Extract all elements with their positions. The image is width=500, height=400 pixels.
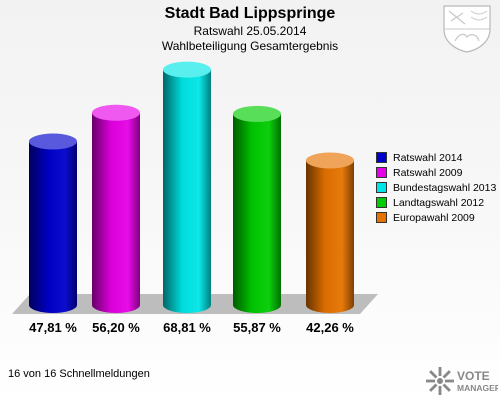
- legend-swatch: [376, 197, 387, 208]
- chart-title: Stadt Bad Lippspringe: [164, 5, 336, 22]
- legend-label: Bundestagswahl 2013: [393, 181, 497, 194]
- legend-label: Ratswahl 2014: [393, 151, 463, 164]
- legend-item: Ratswahl 2014: [376, 150, 496, 165]
- bar-top: [29, 133, 77, 150]
- logo-text-manager: MANAGER: [457, 383, 498, 393]
- chart-subtitle: Wahlbeteiligung Gesamtergebnis: [161, 39, 339, 53]
- bar-top: [163, 61, 211, 78]
- legend-label: Europawahl 2009: [393, 211, 475, 224]
- bar: [233, 113, 281, 314]
- footer-status: 16 von 16 Schnellmeldungen: [8, 368, 150, 380]
- legend-item: Ratswahl 2009: [376, 165, 496, 180]
- legend-item: Landtagswahl 2012: [376, 195, 496, 210]
- bar: [92, 112, 140, 314]
- legend-label: Landtagswahl 2012: [393, 196, 485, 209]
- value-label: 42,26 %: [306, 320, 354, 335]
- logo-text-vote: VOTE: [457, 369, 490, 383]
- legend-swatch: [376, 152, 387, 163]
- legend-item: Bundestagswahl 2013: [376, 180, 496, 195]
- bar-top: [306, 152, 354, 169]
- legend-swatch: [376, 167, 387, 178]
- value-label: 47,81 %: [29, 320, 77, 335]
- chart-subtitle-date: Ratswahl 25.05.2014: [193, 24, 307, 38]
- coat-of-arms-icon: [443, 5, 491, 53]
- bar: [29, 141, 77, 313]
- bar-top: [233, 105, 281, 122]
- legend-swatch: [376, 182, 387, 193]
- bar: [163, 69, 211, 313]
- value-label: 56,20 %: [92, 320, 140, 335]
- votemanager-logo: VOTE MANAGER: [426, 367, 498, 395]
- legend-label: Ratswahl 2009: [393, 166, 463, 179]
- value-label: 55,87 %: [233, 320, 281, 335]
- legend-item: Europawahl 2009: [376, 210, 496, 225]
- bar: [306, 160, 354, 313]
- legend: Ratswahl 2014 Ratswahl 2009 Bundestagswa…: [376, 150, 496, 225]
- legend-swatch: [376, 212, 387, 223]
- bar-top: [92, 104, 140, 121]
- value-label: 68,81 %: [163, 320, 211, 335]
